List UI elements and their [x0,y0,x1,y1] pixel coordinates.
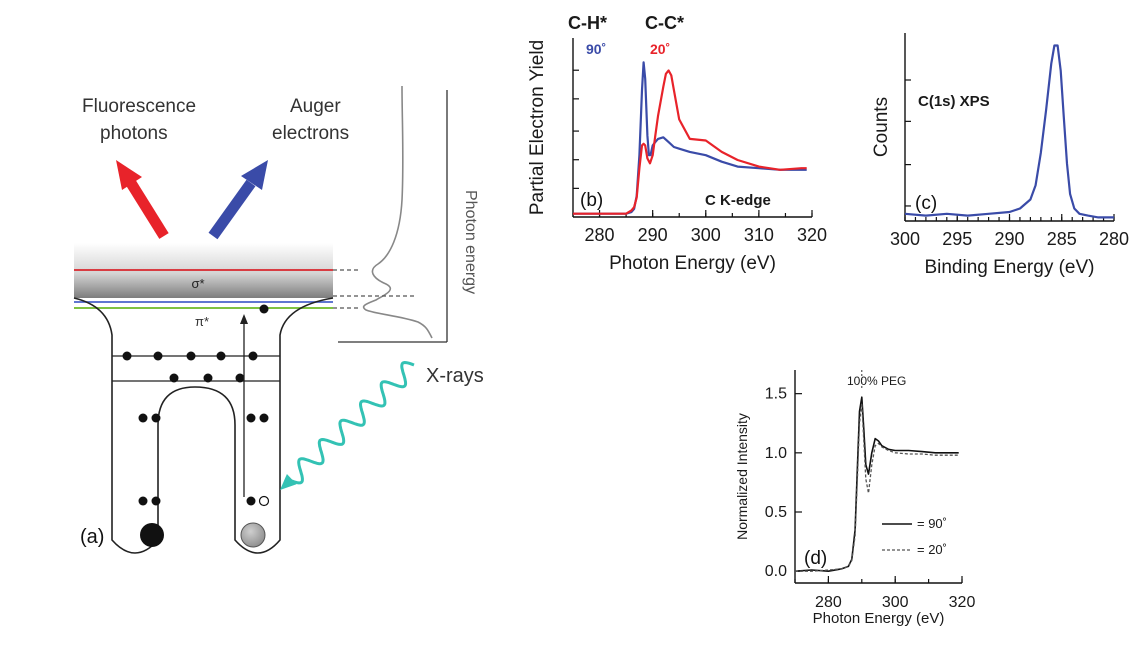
chart-d: 280 300 320 0.0 0.5 1.0 1.5 Photon Energy (eV) N… [734,370,975,627]
inset-level-links [333,269,415,309]
y-tick-label: 0.5 [765,504,787,521]
x-tick-label: 280 [585,225,615,245]
photon-energy-axis-label: Photon energy [462,190,479,294]
annotation-edge: C K-edge [705,192,771,209]
chart-b: 280 290 300 310 320 Photon Energy (eV) Partial… [527,13,827,274]
core-atom-right [240,522,266,548]
x-axis-label: Photon Energy (eV) [609,253,776,274]
panel-label: (d) [804,548,827,569]
pi-star-label: π* [195,314,209,329]
excitation-arrowhead [240,314,248,324]
fluorescence-label-line2: photons [100,123,168,144]
y-axis-label: Partial Electron Yield [527,40,548,215]
x-tick-label: 290 [994,229,1024,249]
x-tick-label: 295 [942,229,972,249]
series-line-1 [573,69,807,215]
auger-label-line1: Auger [290,96,341,117]
annotation-peg: 100% PEG [847,374,906,388]
x-tick-label: 290 [638,225,668,245]
fluorescence-label-line1: Fluorescence [82,96,196,117]
core-hole [258,495,270,507]
x-tick-label: 285 [1047,229,1077,249]
y-tick-label: 1.0 [765,445,787,462]
nexafs-schematic: Fluorescence photons Auger electrons σ* … [73,85,484,554]
inset-spectrum [362,85,433,339]
fluorescence-arrow [116,160,169,239]
annotation-xps: C(1s) XPS [918,93,990,110]
annotation-cc: C-C* [645,13,684,33]
panel-label: (b) [580,190,603,211]
x-tick-label: 280 [1099,229,1129,249]
x-axis-label: Photon Energy (eV) [813,610,945,627]
xrays-label: X-rays [426,365,484,387]
auger-label-line2: electrons [272,123,349,144]
x-tick-label: 320 [949,594,976,611]
x-tick-label: 280 [815,594,842,611]
annotation-20deg: 20˚ [650,41,670,57]
auger-arrow [208,160,268,240]
legend-label-90: = 90˚ [917,516,947,531]
panel-label: (c) [915,193,937,214]
annotation-90deg: 90˚ [586,41,606,57]
electrons [122,304,269,506]
y-axis-label: Counts [871,97,892,157]
x-tick-label: 300 [691,225,721,245]
panel-a-label: (a) [80,526,104,548]
sigma-star-label: σ* [191,276,204,291]
series-line-1 [795,402,959,572]
y-axis-label: Normalized Intensity [734,413,750,540]
y-tick-label: 0.0 [765,563,787,580]
x-tick-label: 300 [882,594,909,611]
potential-well [73,297,334,554]
xray-arrowhead [280,473,297,490]
y-tick-label: 1.5 [765,386,787,403]
legend-label-20: = 20˚ [917,542,947,557]
x-tick-label: 310 [744,225,774,245]
x-tick-label: 300 [890,229,920,249]
xray-wave [289,360,415,485]
core-atom-left [140,523,164,547]
x-axis-label: Binding Energy (eV) [924,257,1094,278]
annotation-ch: C-H* [568,13,607,33]
x-tick-label: 320 [797,225,827,245]
series-line-0 [904,44,1114,219]
